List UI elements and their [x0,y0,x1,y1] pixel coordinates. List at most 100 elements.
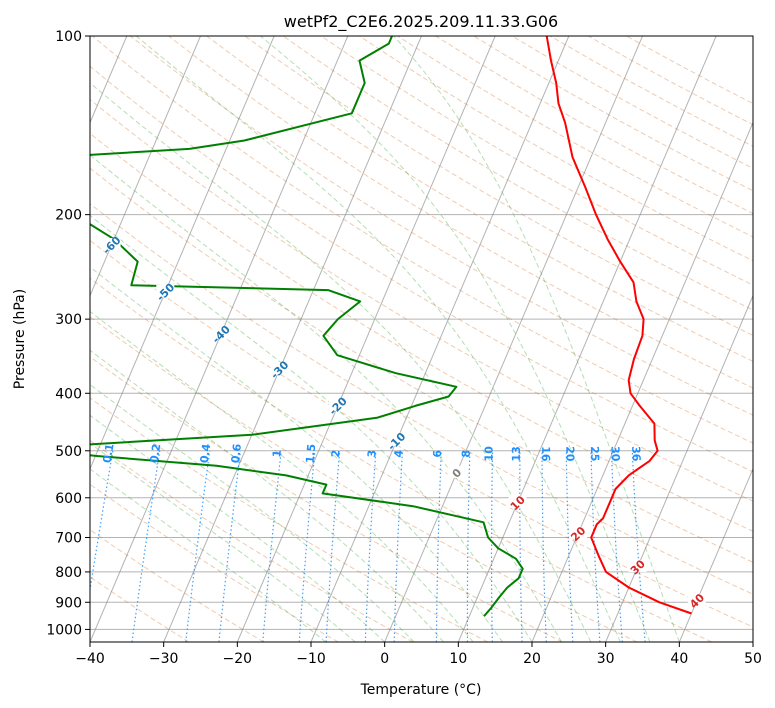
mixing-ratio-label: 25 [588,446,601,462]
mixing-ratio-label: 13 [510,446,523,461]
isotherm-line [384,36,643,642]
dry-adiabat [90,356,563,642]
x-tick-label: 40 [670,651,688,667]
temperature-profile [545,36,692,615]
dry-adiabat [90,397,488,642]
y-tick-label: 200 [55,208,82,224]
y-tick-label: 800 [55,565,82,581]
x-tick-label: 30 [597,651,615,667]
x-axis: −40 −30 −20 −10 0 10 20 30 40 50 [75,642,762,667]
mixing-ratio-label: 10 [482,446,495,462]
mixing-ratio-label: 36 [629,446,643,462]
x-axis-label: Temperature (°C) [360,682,482,698]
mixing-ratio-label: 1 [270,449,284,458]
y-tick-label: 600 [55,491,82,507]
isotherm-label-background [270,362,289,375]
isotherm-line [457,36,717,642]
dry-adiabat [168,36,753,389]
isotherm-label-background [156,285,175,297]
mixing-ratio-line [590,450,601,642]
y-tick-label: 1000 [46,622,82,638]
dry-adiabat [90,529,264,642]
y-tick-label: 400 [55,386,82,402]
plot-area: 0.10.20.40.611.52346810131620253036-100-… [90,36,753,642]
x-tick-label: −30 [149,651,179,667]
y-tick-label: 500 [55,444,82,460]
isotherm-line [90,36,201,297]
mixing-ratio-label: 4 [392,449,405,458]
chart-title: wetPf2_C2E6.2025.209.11.33.G06 [284,12,558,32]
mixing-ratio-label: 0.2 [148,443,164,464]
dry-adiabat [206,36,753,362]
x-tick-label: −20 [223,651,253,667]
y-tick-label: 700 [55,531,82,547]
moist-adiabat [90,266,503,642]
mixing-ratio-label: 8 [460,450,473,458]
dry-adiabat [90,203,753,595]
isotherm-label-background [212,327,230,340]
moist-adiabat [90,468,327,642]
isotherm-label-background [628,560,647,572]
plot-frame [89,35,754,643]
x-tick-label: −40 [75,651,105,667]
isotherm-label-background [328,398,347,411]
isotherm-label-background [569,526,587,539]
isotherm-label-background [447,466,466,478]
mixing-ratio-label: 16 [539,446,552,462]
moist-adiabat [90,414,386,642]
y-tick-label: 100 [55,29,82,45]
mixing-ratio-label: 3 [365,449,378,458]
isotherm-label-background [687,593,706,606]
mixing-ratio-label: 0.4 [198,443,214,464]
y-tick-label: 300 [55,312,82,328]
isotherm-label-background [387,434,406,447]
mixing-ratio-line [298,450,316,642]
moist-adiabat [90,349,444,642]
dry-adiabat [90,132,753,532]
contour-labels: 0.10.20.40.611.52346810131620253036-100-… [100,233,707,611]
axes-frame [89,35,754,643]
y-tick-label: 900 [55,595,82,611]
dry-adiabat [90,98,753,502]
sounding-lines [90,36,692,617]
mixing-ratio-label: 0.6 [229,443,244,464]
mixing-ratio-line [325,450,341,642]
dry-adiabat [282,36,753,311]
dry-adiabat [90,316,638,642]
isotherm-line [531,121,753,642]
dewpoint-profile [90,36,524,617]
mixing-ratio-line [185,450,211,642]
x-tick-label: 50 [744,651,762,667]
dry-adiabat [244,36,753,336]
mixing-ratio-line [131,450,161,642]
isotherm-line [90,36,275,471]
moist-adiabat [90,154,562,642]
dry-adiabat [90,239,753,628]
moist-adiabat [135,36,621,642]
isotherm-label-background [102,238,121,250]
mixing-ratio-line [631,450,646,642]
mixing-ratio-label: 20 [563,446,576,462]
mixing-ratio-line [262,450,282,642]
mixing-ratio-line [218,450,242,642]
dry-adiabat [90,65,753,473]
mixing-ratio-label: 30 [608,446,622,462]
x-tick-label: 20 [523,651,541,667]
mixing-ratio-label: 2 [329,449,343,458]
moist-adiabat [393,36,680,642]
mixing-ratio-label: 1.5 [304,443,319,464]
isotherm-line [678,467,753,642]
y-axis: 100 200 300 400 500 600 700 800 900 1000 [46,29,90,638]
y-axis-label: Pressure (hPa) [12,289,28,389]
x-tick-label: 10 [449,651,467,667]
moist-adiabat [90,82,592,642]
x-tick-label: −10 [296,651,326,667]
isotherm-line [310,36,570,642]
mixing-ratio-line [364,450,377,642]
mixing-ratio-label: 0.1 [101,443,117,464]
dry-adiabat [90,277,712,642]
moist-adiabat [90,214,533,642]
x-tick-label: 0 [380,651,389,667]
